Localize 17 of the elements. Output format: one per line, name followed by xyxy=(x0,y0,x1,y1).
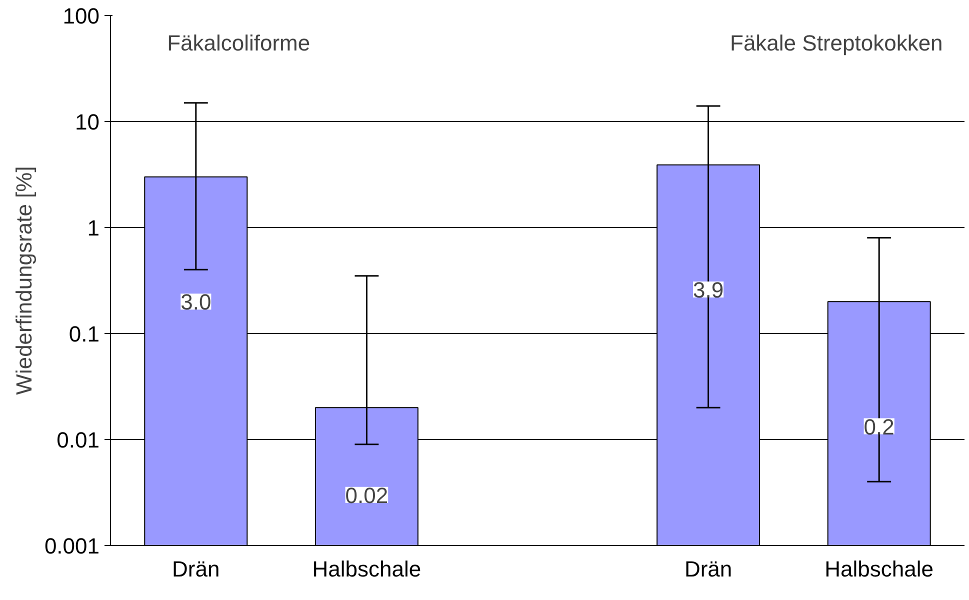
y-tick-label: 100 xyxy=(62,4,100,28)
data-label: 0.2 xyxy=(864,414,894,440)
annotation: Fäkale Streptokokken xyxy=(730,30,943,56)
x-tick-label: Drän xyxy=(684,556,732,582)
x-tick-label: Halbschale xyxy=(312,556,422,582)
y-tick-label: 0.1 xyxy=(68,322,100,346)
y-tick-label: 1 xyxy=(87,216,100,240)
data-label: 0.02 xyxy=(345,482,388,508)
annotation: Fäkalcoliforme xyxy=(167,30,310,56)
x-tick-label: Halbschale xyxy=(824,556,934,582)
y-tick-label: 10 xyxy=(75,110,100,134)
y-tick-label: 0.01 xyxy=(56,428,100,452)
x-tick-label: Drän xyxy=(172,556,220,582)
data-label: 3.9 xyxy=(693,278,724,303)
data-label: 3.0 xyxy=(180,290,212,315)
y-tick-label: 0.001 xyxy=(44,534,100,558)
y-axis-title: Wiederfindungsrate [%] xyxy=(11,166,36,395)
